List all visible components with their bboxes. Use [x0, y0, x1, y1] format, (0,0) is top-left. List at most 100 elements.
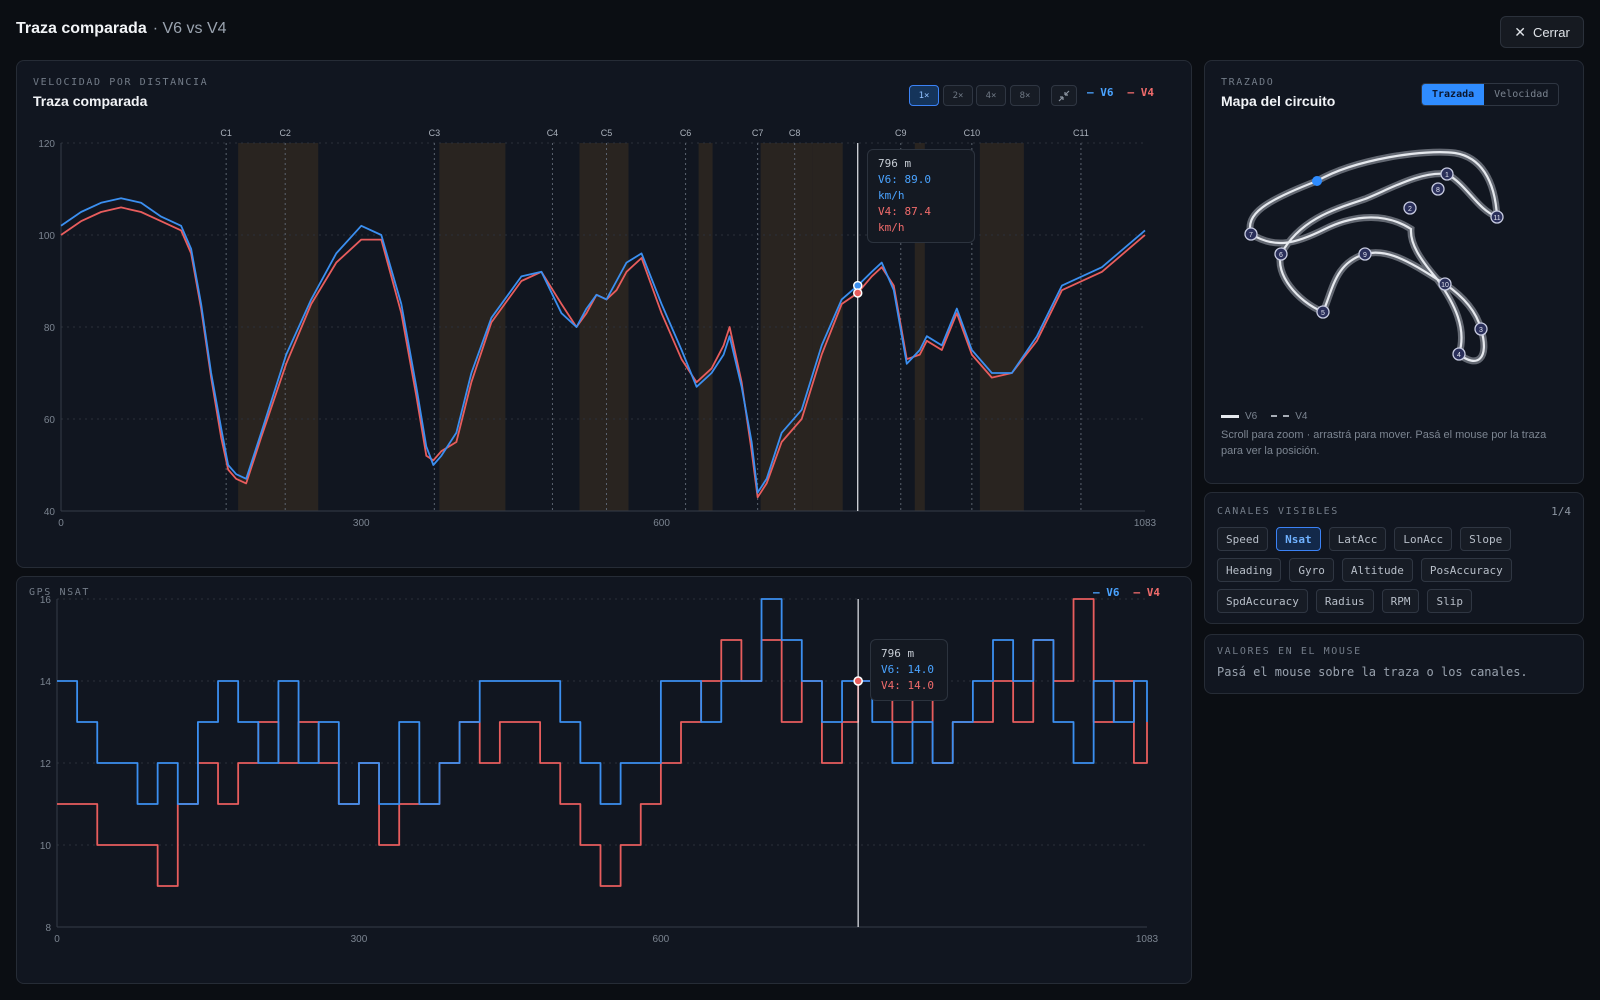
corner-marker-label: 4	[1457, 352, 1461, 359]
channel-chip-lonacc[interactable]: LonAcc	[1394, 527, 1453, 551]
corner-label: C11	[1073, 128, 1089, 138]
corner-label: C5	[601, 128, 613, 138]
channel-chip-latacc[interactable]: LatAcc	[1328, 527, 1387, 551]
corner-marker-label: 8	[1436, 187, 1440, 194]
channel-chip-spdaccuracy[interactable]: SpdAccuracy	[1217, 589, 1308, 613]
cursor-point-v4	[852, 288, 863, 298]
map-mode-toggle: Trazada Velocidad	[1421, 83, 1560, 106]
corner-label: C10	[964, 128, 981, 138]
y-tick-label: 8	[45, 923, 51, 934]
channels-eyebrow: CANALES VISIBLES	[1217, 506, 1339, 517]
channel-chip-heading[interactable]: Heading	[1217, 558, 1282, 582]
series-line-v6	[60, 197, 1146, 494]
channel-chip-list: Speed Nsat LatAcc LonAcc Slope Heading Gyro Alt…	[1217, 527, 1577, 613]
nsat-chart[interactable]: 8 10 12 14 16 0 300 600 1083	[17, 577, 1193, 985]
x-tick-label: 600	[653, 518, 670, 529]
speed-legend: – V6 – V4	[1087, 86, 1154, 99]
page-subtitle: · V6 vs V4	[152, 20, 227, 37]
corner-marker	[1274, 247, 1288, 261]
y-tick-label: 40	[44, 507, 56, 518]
x-tick-label: 1083	[1136, 934, 1159, 945]
corner-label: C6	[680, 128, 692, 138]
y-tick-label: 100	[38, 231, 55, 242]
corner-marker	[1403, 201, 1417, 215]
corner-label: C8	[789, 128, 801, 138]
corner-marker-label: 9	[1363, 252, 1367, 259]
speed-eyebrow: VELOCIDAD POR DISTANCIA	[33, 77, 209, 88]
collapse-button[interactable]	[1051, 85, 1077, 106]
channel-chip-slope[interactable]: Slope	[1460, 527, 1512, 551]
map-title: Mapa del circuito	[1221, 93, 1336, 109]
corner-marker	[1316, 305, 1330, 319]
corner-marker	[1244, 227, 1258, 241]
tooltip-v6: V6: 14.0	[881, 663, 934, 676]
corner-zone	[439, 143, 506, 511]
corner-marker	[1490, 210, 1504, 224]
corner-marker-label: 3	[1479, 327, 1483, 334]
nsat-panel: GPS NSAT – V6 – V4 8 10 12 14 16 0 300 600 1083 …	[16, 576, 1192, 984]
channel-chip-speed[interactable]: Speed	[1217, 527, 1269, 551]
corner-marker-label: 1	[1445, 172, 1449, 179]
series-line-v4	[57, 598, 1148, 887]
y-tick-label: 80	[44, 323, 56, 334]
y-tick-label: 60	[44, 415, 56, 426]
series-line-v6	[57, 598, 1148, 805]
map-eyebrow: TRAZADO	[1221, 77, 1275, 88]
x-tick-label: 0	[54, 934, 60, 945]
speed-tooltip: 796 m V6: 89.0 km/h V4: 87.4 km/h	[867, 149, 975, 243]
map-legend: V6 V4	[1221, 411, 1307, 422]
speed-title: Traza comparada	[33, 93, 148, 109]
channel-chip-altitude[interactable]: Altitude	[1341, 558, 1413, 582]
tab-trazada[interactable]: Trazada	[1422, 84, 1485, 105]
zoom-8x-button[interactable]: 8×	[1010, 85, 1040, 106]
channel-chip-gyro[interactable]: Gyro	[1289, 558, 1334, 582]
values-placeholder: Pasá el mouse sobre la traza o los canal…	[1217, 665, 1528, 679]
tab-velocidad[interactable]: Velocidad	[1494, 89, 1549, 100]
channel-chip-nsat[interactable]: Nsat	[1276, 527, 1321, 551]
circuit-map[interactable]: 1 2 3 4 5 6 7 8 9 10 11	[1205, 129, 1585, 419]
corner-marker	[1452, 347, 1466, 361]
x-tick-label: 0	[58, 518, 64, 529]
corner-marker-label: 2	[1408, 206, 1412, 213]
channel-chip-slip[interactable]: Slip	[1427, 589, 1472, 613]
channel-chip-posaccuracy[interactable]: PosAccuracy	[1420, 558, 1512, 582]
corner-marker	[1474, 322, 1488, 336]
corner-marker	[1358, 247, 1372, 261]
corner-label: C9	[895, 128, 907, 138]
corner-marker-label: 5	[1321, 310, 1325, 317]
mouse-values-panel: VALORES EN EL MOUSE Pasá el mouse sobre …	[1204, 634, 1584, 694]
channel-chip-rpm[interactable]: RPM	[1381, 589, 1420, 613]
y-tick-label: 16	[40, 595, 52, 606]
corner-marker	[1440, 167, 1454, 181]
corner-marker-label: 10	[1441, 282, 1449, 289]
tooltip-v6: V6: 89.0 km/h	[878, 173, 931, 202]
corner-marker-label: 6	[1279, 252, 1283, 259]
corner-marker-label: 11	[1493, 215, 1500, 222]
corner-marker	[1438, 277, 1452, 291]
channel-chip-radius[interactable]: Radius	[1315, 589, 1374, 613]
corner-marker-label: 7	[1249, 232, 1253, 239]
track-v6	[1248, 151, 1499, 362]
map-hint: Scroll para zoom · arrastrá para mover. …	[1221, 429, 1547, 457]
page-header: Traza comparada · V6 vs V4	[16, 20, 227, 44]
speed-chart[interactable]: 40 60 80 100 120 0 300 600 1083 C1 C2 C3 C4 C5 C6 C7 C8 C…	[17, 61, 1193, 569]
zoom-4x-button[interactable]: 4×	[976, 85, 1006, 106]
tooltip-v4: V4: 87.4 km/h	[878, 205, 931, 234]
close-button[interactable]: ✕ Cerrar	[1500, 16, 1584, 48]
legend-item-v6: V6	[1221, 411, 1257, 422]
tooltip-v4: V4: 14.0	[881, 679, 934, 692]
corner-label: C7	[752, 128, 764, 138]
x-tick-label: 300	[351, 934, 368, 945]
close-icon: ✕	[1514, 24, 1526, 40]
collapse-icon	[1058, 90, 1070, 101]
page-title: Traza comparada	[16, 20, 147, 37]
nsat-tooltip: 796 m V6: 14.0 V4: 14.0	[870, 639, 948, 701]
legend-item-v4: – V4	[1127, 86, 1155, 99]
channels-count: 1/4	[1551, 505, 1571, 518]
corner-label: C2	[279, 128, 291, 138]
zoom-2x-button[interactable]: 2×	[943, 85, 973, 106]
y-tick-label: 12	[40, 759, 52, 770]
values-eyebrow: VALORES EN EL MOUSE	[1217, 646, 1362, 657]
zoom-1x-button[interactable]: 1×	[909, 85, 939, 106]
x-tick-label: 600	[653, 934, 670, 945]
